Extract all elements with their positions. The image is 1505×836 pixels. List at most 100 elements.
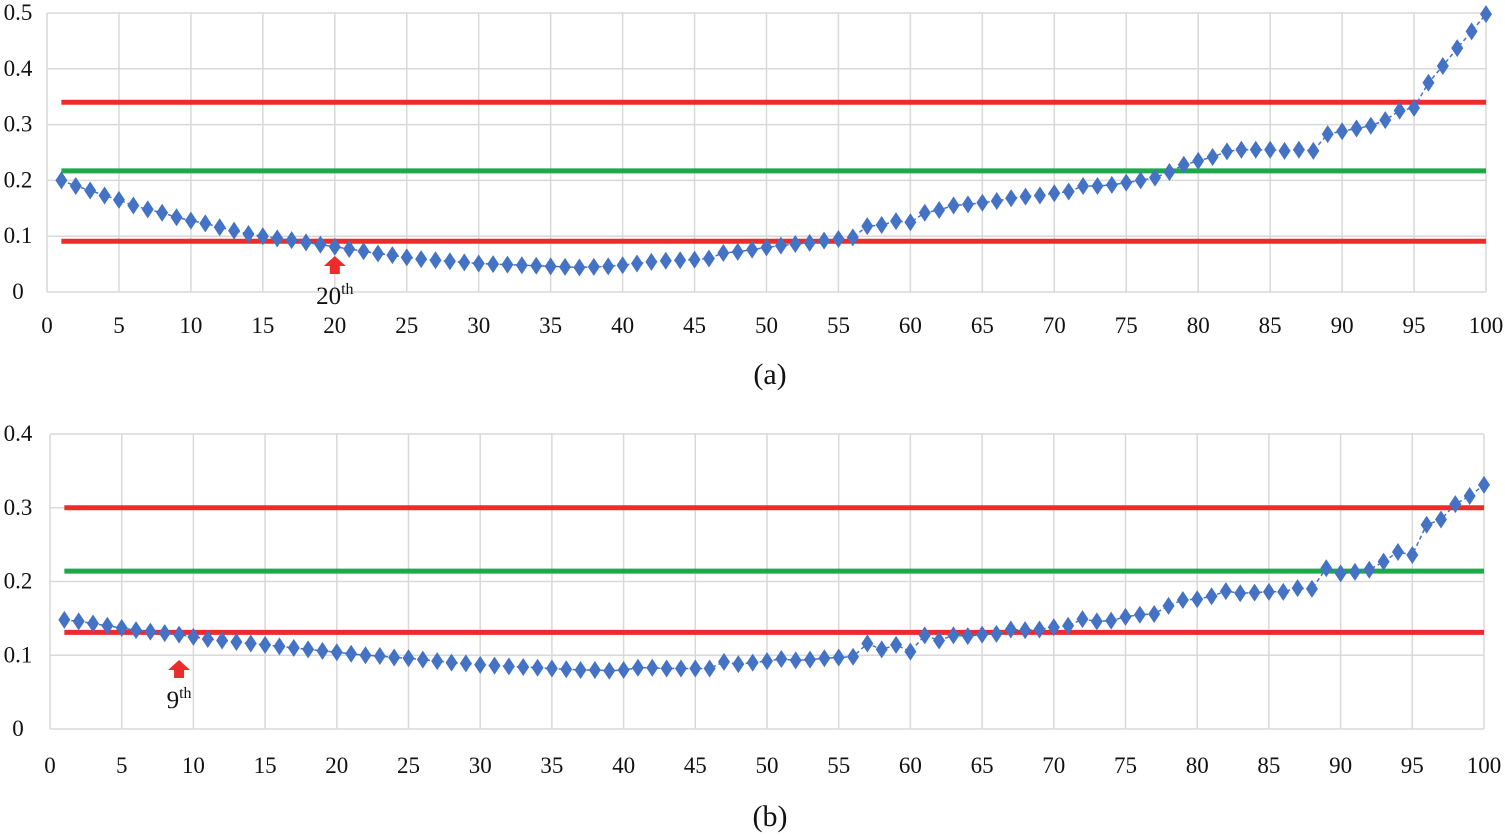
data-point: [1393, 101, 1406, 120]
data-point: [904, 642, 917, 661]
data-point: [1191, 590, 1204, 609]
data-point: [1019, 187, 1032, 206]
data-point: [1047, 618, 1060, 637]
data-point: [832, 648, 845, 667]
data-point: [890, 635, 903, 654]
data-point: [156, 203, 169, 222]
x-tick-label: 65: [971, 313, 994, 338]
data-point: [98, 186, 111, 205]
data-point: [429, 251, 442, 270]
data-point: [1220, 142, 1233, 161]
data-point: [112, 190, 125, 209]
data-point: [631, 658, 644, 677]
data-point: [947, 196, 960, 215]
data-point: [818, 649, 831, 668]
data-point: [1336, 122, 1349, 141]
data-point: [674, 251, 687, 270]
data-point: [1235, 140, 1248, 159]
arrow-up-icon: [168, 660, 191, 678]
data-point: [746, 653, 759, 672]
data-point: [702, 249, 715, 268]
data-point: [933, 631, 946, 650]
x-tick-label: 15: [254, 753, 277, 778]
data-point: [228, 221, 241, 240]
x-tick-label: 55: [827, 753, 850, 778]
data-point: [544, 257, 557, 276]
data-point: [373, 646, 386, 665]
data-point: [1334, 564, 1347, 583]
data-point: [416, 650, 429, 669]
data-point: [201, 630, 214, 649]
data-point: [990, 192, 1003, 211]
data-point: [517, 658, 530, 677]
data-point: [1307, 141, 1320, 160]
y-tick-label: 0.5: [4, 0, 33, 25]
x-tick-label: 5: [116, 753, 128, 778]
data-point: [1434, 510, 1447, 529]
data-point: [316, 641, 329, 660]
data-point: [1480, 5, 1492, 24]
arrow-up-icon: [323, 256, 346, 274]
data-point: [659, 251, 672, 270]
x-tick-label: 90: [1329, 753, 1352, 778]
x-tick-label: 50: [755, 313, 778, 338]
x-tick-label: 30: [469, 753, 492, 778]
data-point: [775, 649, 788, 668]
data-point: [1363, 560, 1376, 579]
x-tick-label: 50: [756, 753, 779, 778]
data-point: [1134, 171, 1147, 190]
data-point: [343, 240, 356, 259]
data-point: [55, 171, 68, 190]
data-point: [1062, 616, 1075, 635]
data-point: [646, 658, 659, 677]
data-point: [746, 240, 759, 259]
data-point: [1291, 579, 1304, 598]
data-point: [300, 233, 313, 252]
x-tick-label: 60: [899, 753, 922, 778]
x-tick-label: 95: [1403, 313, 1426, 338]
series-line: [64, 484, 1485, 672]
x-tick-label: 80: [1186, 753, 1209, 778]
data-point: [1465, 22, 1478, 41]
x-tick-label: 10: [179, 313, 202, 338]
data-point: [1105, 175, 1118, 194]
data-point: [890, 212, 903, 231]
data-point: [1420, 515, 1433, 534]
data-point: [1076, 610, 1089, 629]
data-point: [445, 653, 458, 672]
data-point: [256, 227, 269, 246]
annotation-label: 20th: [316, 281, 353, 310]
data-point: [847, 647, 860, 666]
data-point: [1463, 486, 1476, 505]
data-point: [804, 650, 817, 669]
data-point: [961, 627, 974, 646]
data-point: [1033, 186, 1046, 205]
x-tick-label: 15: [251, 313, 274, 338]
x-tick-label: 45: [684, 753, 707, 778]
y-tick-label: 0: [12, 716, 24, 741]
data-point: [703, 659, 716, 678]
x-tick-label: 0: [41, 313, 53, 338]
data-point: [1350, 119, 1363, 138]
annotation-suffix: th: [179, 685, 191, 702]
annotation-number: 20: [316, 283, 341, 310]
data-point: [645, 252, 658, 271]
data-point: [402, 649, 415, 668]
data-point: [443, 252, 456, 271]
data-point: [560, 660, 573, 679]
data-point: [69, 176, 82, 195]
data-point: [502, 657, 515, 676]
data-point: [472, 254, 485, 273]
data-point: [761, 652, 773, 671]
annotation-number: 9: [167, 687, 180, 714]
x-tick-label: 40: [611, 313, 634, 338]
x-tick-label: 5: [113, 313, 125, 338]
data-point: [789, 235, 802, 254]
data-point: [774, 236, 787, 255]
data-point: [501, 255, 514, 274]
data-point: [602, 257, 615, 276]
data-point: [1149, 168, 1162, 187]
x-tick-label: 10: [182, 753, 205, 778]
data-point: [330, 643, 343, 662]
data-point: [242, 224, 255, 243]
